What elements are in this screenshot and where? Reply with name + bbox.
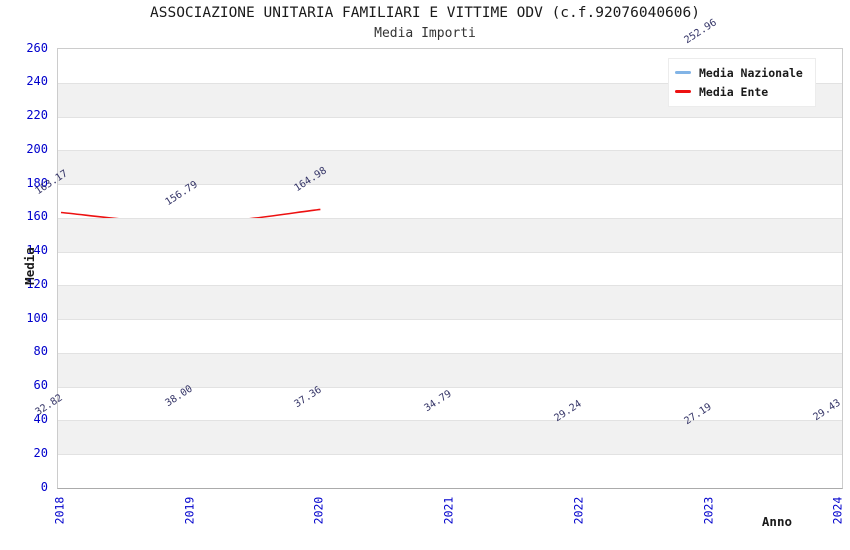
gridline [58,217,842,219]
x-tick-label: 2023 [701,496,715,525]
x-tick-label: 2022 [571,496,586,525]
y-tick-label: 180 [26,175,48,190]
x-tick-label: 2024 [830,496,845,525]
legend-swatch-ente-icon [675,90,691,93]
y-tick-label: 40 [33,411,48,426]
gridline [58,82,842,84]
y-tick-label: 140 [26,243,48,258]
y-tick-label: 20 [33,445,48,460]
chart-title: ASSOCIAZIONE UNITARIA FAMILIARI E VITTIM… [150,5,700,21]
gridline [58,386,842,388]
gridline [58,454,842,456]
y-tick-label: 240 [26,74,48,89]
plot-band [58,420,842,455]
y-tick-label: 0 [40,479,48,494]
plot-band [58,285,842,320]
y-tick-label: 60 [33,378,48,393]
plot-band [58,352,842,387]
y-tick-label: 260 [26,40,48,55]
legend: Media Nazionale Media Ente [668,58,816,107]
gridline [58,285,842,287]
x-axis-title: Anno [761,514,792,529]
plot-area [57,48,843,489]
y-tick-label: 200 [26,141,48,156]
legend-label-media-nazionale: Media Nazionale [699,65,803,80]
y-tick-label: 220 [26,108,48,123]
gridline [58,352,842,354]
gridline [58,420,842,422]
legend-item-media-ente[interactable]: Media Ente [675,82,809,101]
y-tick-label: 80 [33,344,48,359]
gridline [58,319,842,321]
legend-item-media-nazionale[interactable]: Media Nazionale [675,63,809,82]
x-tick-label: 2021 [441,496,456,525]
plot-band [58,217,842,252]
x-tick-label: 2020 [311,496,326,525]
chart-subtitle: Media Importi [374,26,476,41]
legend-swatch-nazionale-icon [675,71,691,74]
y-axis-title: Media [22,247,37,285]
x-tick-label: 2019 [182,496,197,525]
x-tick-label: 2018 [52,496,67,525]
y-tick-label: 160 [26,209,48,224]
plot-band [58,150,842,185]
legend-label-media-ente: Media Ente [699,84,769,99]
gridline [58,150,842,152]
y-tick-label: 120 [26,276,48,291]
gridline [58,116,842,118]
gridline [58,251,842,253]
y-tick-label: 100 [26,310,48,325]
gridline [58,184,842,186]
